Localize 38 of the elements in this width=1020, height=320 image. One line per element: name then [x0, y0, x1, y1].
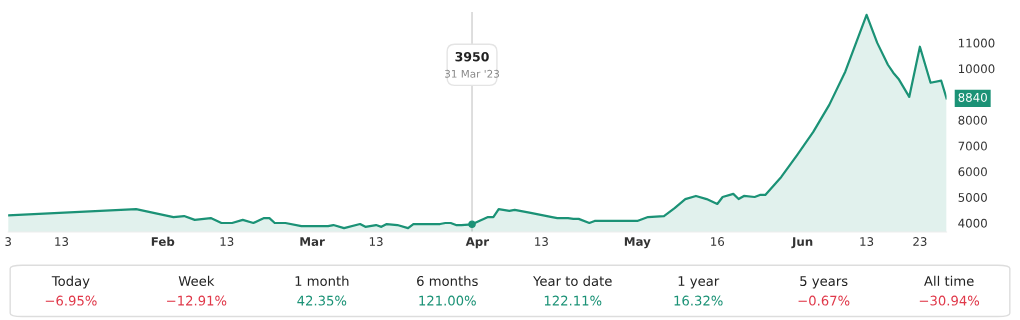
x-tick-label: Mar — [300, 237, 325, 246]
data-label: 122.11% — [544, 295, 602, 306]
category-label: 1 month — [295, 275, 349, 286]
x-tick-label: 13 — [369, 237, 383, 246]
x-tick-label: 23 — [913, 237, 927, 246]
y-tick-label: 6000 — [958, 167, 987, 177]
y-tick-label: 7000 — [958, 141, 987, 151]
x-tick-label: 3 — [5, 237, 11, 246]
category-label: Year to date — [533, 275, 612, 286]
y-tick-label: 5000 — [958, 192, 987, 202]
y-tick-label: 8000 — [958, 115, 987, 125]
annotation: 3950 31 Mar '23 — [445, 51, 500, 78]
data-label: −12.91% — [167, 295, 227, 306]
category-label: 6 months — [417, 275, 478, 286]
x-tick-label: May — [624, 237, 651, 249]
data-label: −0.67% — [798, 295, 850, 306]
data-label: −30.94% — [919, 295, 980, 306]
y-tick-label: 10000 — [958, 64, 995, 74]
x-tick-label: Apr — [465, 237, 490, 249]
category-label: Week — [178, 275, 215, 286]
x-tick-label: 16 — [711, 237, 725, 246]
x-tick-label: 13 — [220, 237, 234, 246]
data-label: −6.95% — [45, 295, 97, 306]
x-tick-label: 13 — [535, 237, 548, 246]
data-label: 121.00% — [419, 295, 476, 306]
x-tick-label: 13 — [860, 237, 874, 246]
data-label: 42.35% — [297, 295, 347, 306]
x-tick-label: Jun — [791, 237, 813, 249]
data-label: 16.32% — [674, 295, 723, 306]
category-label: All time — [924, 275, 974, 286]
y-tick-label: 4000 — [958, 218, 987, 228]
x-tick-label: Feb — [151, 236, 175, 246]
x-tick-label: 13 — [55, 237, 69, 246]
category-label: 1 year — [678, 276, 720, 289]
category-label: Today — [51, 275, 90, 289]
y-tick-label: 11000 — [958, 38, 995, 48]
category-label: 5 years — [800, 276, 848, 289]
annotation: 8840 — [958, 92, 987, 102]
